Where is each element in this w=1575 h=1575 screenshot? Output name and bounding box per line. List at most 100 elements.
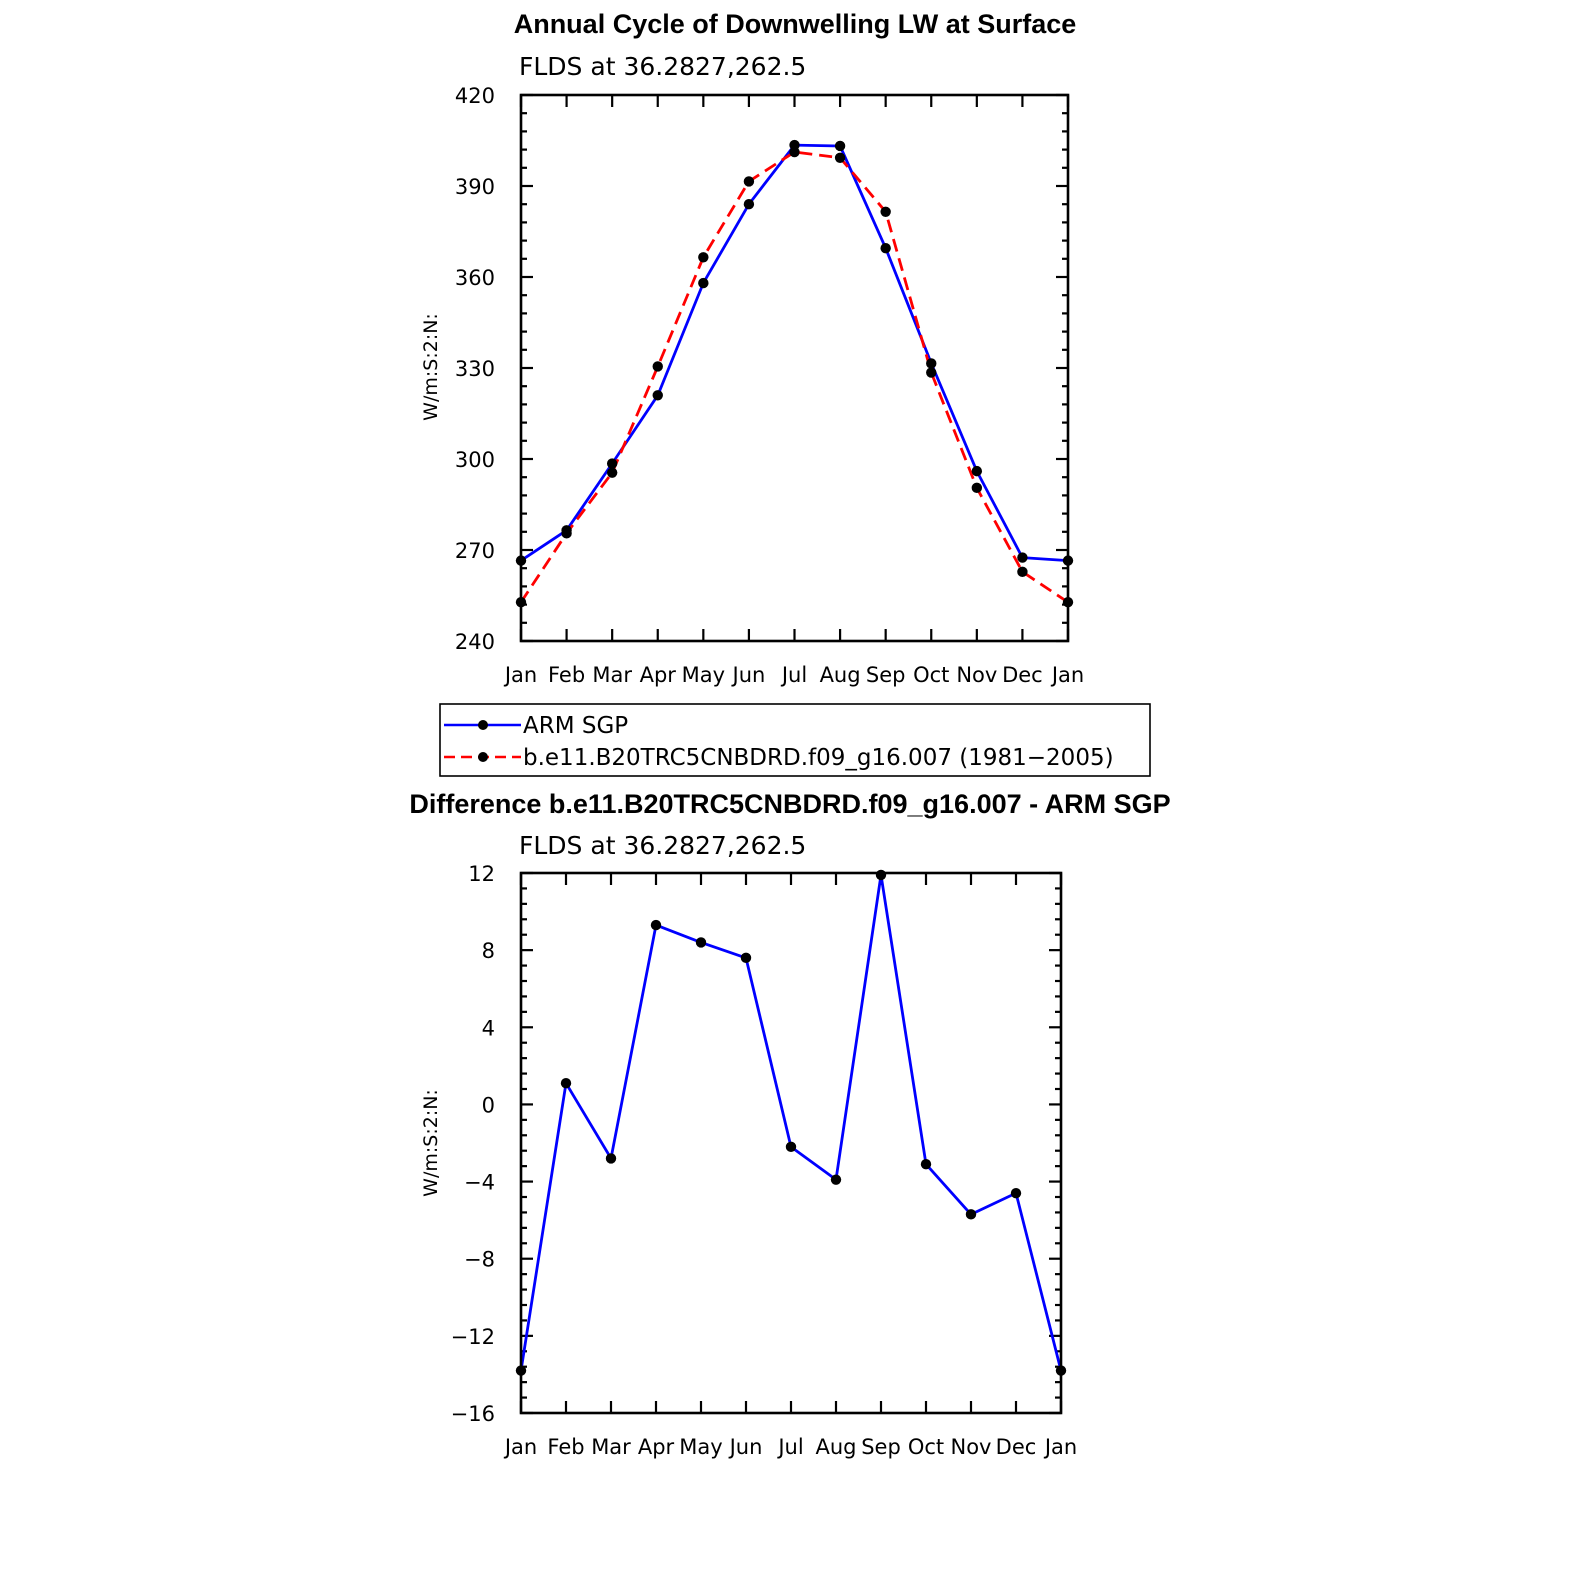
data-point-0 (560, 1078, 572, 1089)
difference-chart: Difference b.e11.B20TRC5CNBDRD.f09_g16.0… (409, 789, 1170, 1459)
y-tick-label: 420 (455, 84, 495, 108)
data-point-1 (971, 482, 983, 494)
x-tick-label: Jan (1043, 1435, 1077, 1459)
y-tick-label: 8 (482, 939, 495, 963)
data-point-1 (652, 361, 663, 372)
x-tick-label: Jul (776, 1435, 803, 1459)
legend-entry-arm-sgp: ARM SGP (444, 713, 628, 739)
y-tick-label: 0 (482, 1093, 495, 1117)
chart-title: Difference b.e11.B20TRC5CNBDRD.f09_g16.0… (409, 789, 1170, 819)
y-tick-label: −16 (451, 1402, 495, 1426)
x-tick-label: Jul (780, 663, 807, 687)
x-tick-label: Jun (731, 663, 766, 687)
legend-label-arm-sgp: ARM SGP (523, 713, 628, 739)
y-tick-label: 12 (468, 862, 495, 886)
series-layer (515, 139, 1074, 608)
y-tick-label: 270 (455, 539, 495, 563)
x-tick-label: Dec (996, 1435, 1037, 1459)
y-tick-label: 330 (455, 357, 495, 381)
legend-box (439, 703, 1151, 777)
x-tick-label: Aug (820, 663, 861, 687)
x-tick-label: Nov (956, 663, 997, 687)
data-point-0 (971, 465, 983, 477)
y-axis-label: W/m:S:2:N: (420, 313, 442, 421)
series-line-0 (519, 873, 1063, 1371)
x-ticks: Jan Feb Mar Apr May Jun Jul Aug Sep Oct Nov Dec Jan (503, 873, 1077, 1459)
data-point-1 (606, 467, 618, 478)
data-point-0 (652, 390, 663, 401)
data-point-0 (605, 1153, 617, 1164)
data-point-1 (561, 528, 572, 539)
data-point-0 (965, 1209, 977, 1220)
y-axis-label: W/m:S:2:N: (420, 1089, 442, 1197)
chart-subtitle: FLDS at 36.2827,262.5 (519, 831, 806, 860)
data-point-0 (785, 1141, 797, 1153)
y-tick-label: 390 (455, 175, 495, 199)
data-point-0 (695, 937, 707, 948)
legend-label-model: b.e11.B20TRC5CNBDRD.f09_g16.007 (1981−20… (523, 745, 1114, 771)
x-tick-label: Sep (866, 663, 906, 687)
data-point-1 (789, 146, 800, 158)
data-point-0 (1010, 1187, 1022, 1199)
legend-entry-model: b.e11.B20TRC5CNBDRD.f09_g16.007 (1981−20… (444, 745, 1114, 771)
data-point-0 (830, 1174, 842, 1185)
x-tick-label: Feb (548, 663, 585, 687)
plot-frame (519, 93, 1070, 643)
series-line-0 (520, 143, 1069, 562)
x-tick-label: Oct (913, 663, 949, 687)
x-tick-label: Apr (638, 1435, 675, 1459)
chart-title: Annual Cycle of Downwelling LW at Surfac… (514, 9, 1077, 39)
data-point-1 (926, 367, 937, 378)
data-point-0 (743, 199, 755, 210)
x-tick-label: Mar (592, 663, 632, 687)
x-tick-label: Jan (503, 1435, 537, 1459)
data-point-0 (740, 952, 752, 964)
data-point-1 (1017, 566, 1028, 578)
y-tick-label: −12 (451, 1325, 495, 1349)
y-tick-label: 4 (482, 1016, 495, 1040)
data-point-0 (926, 358, 937, 369)
series-layer (515, 869, 1067, 1376)
y-tick-label: −8 (464, 1248, 495, 1272)
x-tick-label: Jan (503, 663, 537, 687)
data-point-1 (834, 152, 846, 163)
x-tick-label: Sep (861, 1435, 901, 1459)
y-ticks: 240 270 300 330 360 390 420 (455, 84, 1068, 654)
x-tick-label: Apr (640, 663, 677, 687)
annual-cycle-chart: Annual Cycle of Downwelling LW at Surfac… (420, 9, 1084, 687)
data-point-0 (920, 1159, 932, 1170)
x-tick-label: Oct (908, 1435, 944, 1459)
data-point-0 (880, 242, 891, 254)
x-tick-label: Dec (1002, 663, 1043, 687)
y-tick-label: 360 (455, 266, 495, 290)
data-point-0 (834, 140, 846, 152)
data-point-1 (743, 176, 755, 187)
x-tick-label: Jun (728, 1435, 763, 1459)
y-tick-label: 240 (455, 630, 495, 654)
x-tick-label: May (679, 1435, 722, 1459)
x-tick-label: Jan (1050, 663, 1084, 687)
x-ticks: Jan Feb Mar Apr May Jun Jul Aug Sep Oct Nov Dec Jan (503, 95, 1084, 687)
y-tick-label: −4 (464, 1171, 495, 1195)
data-point-0 (606, 458, 618, 469)
legend-marker-arm-sgp (478, 720, 488, 730)
series-line-1 (519, 150, 1069, 604)
legend: ARM SGP b.e11.B20TRC5CNBDRD.f09_g16.007 … (439, 703, 1151, 777)
x-tick-label: Nov (951, 1435, 992, 1459)
x-tick-label: Mar (591, 1435, 631, 1459)
data-point-0 (650, 919, 662, 931)
data-point-1 (880, 206, 891, 217)
y-tick-label: 300 (455, 448, 495, 472)
data-point-0 (1017, 552, 1028, 563)
data-point-0 (875, 869, 887, 881)
x-tick-label: Feb (547, 1435, 584, 1459)
y-ticks: −16 −12 −8 −4 0 4 8 12 (451, 862, 1061, 1426)
x-tick-label: Aug (815, 1435, 856, 1459)
legend-marker-model (478, 752, 488, 762)
data-point-1 (698, 252, 709, 263)
data-point-0 (698, 277, 709, 289)
chart-subtitle: FLDS at 36.2827,262.5 (519, 52, 806, 81)
x-tick-label: May (682, 663, 725, 687)
plot-frame (519, 871, 1063, 1415)
